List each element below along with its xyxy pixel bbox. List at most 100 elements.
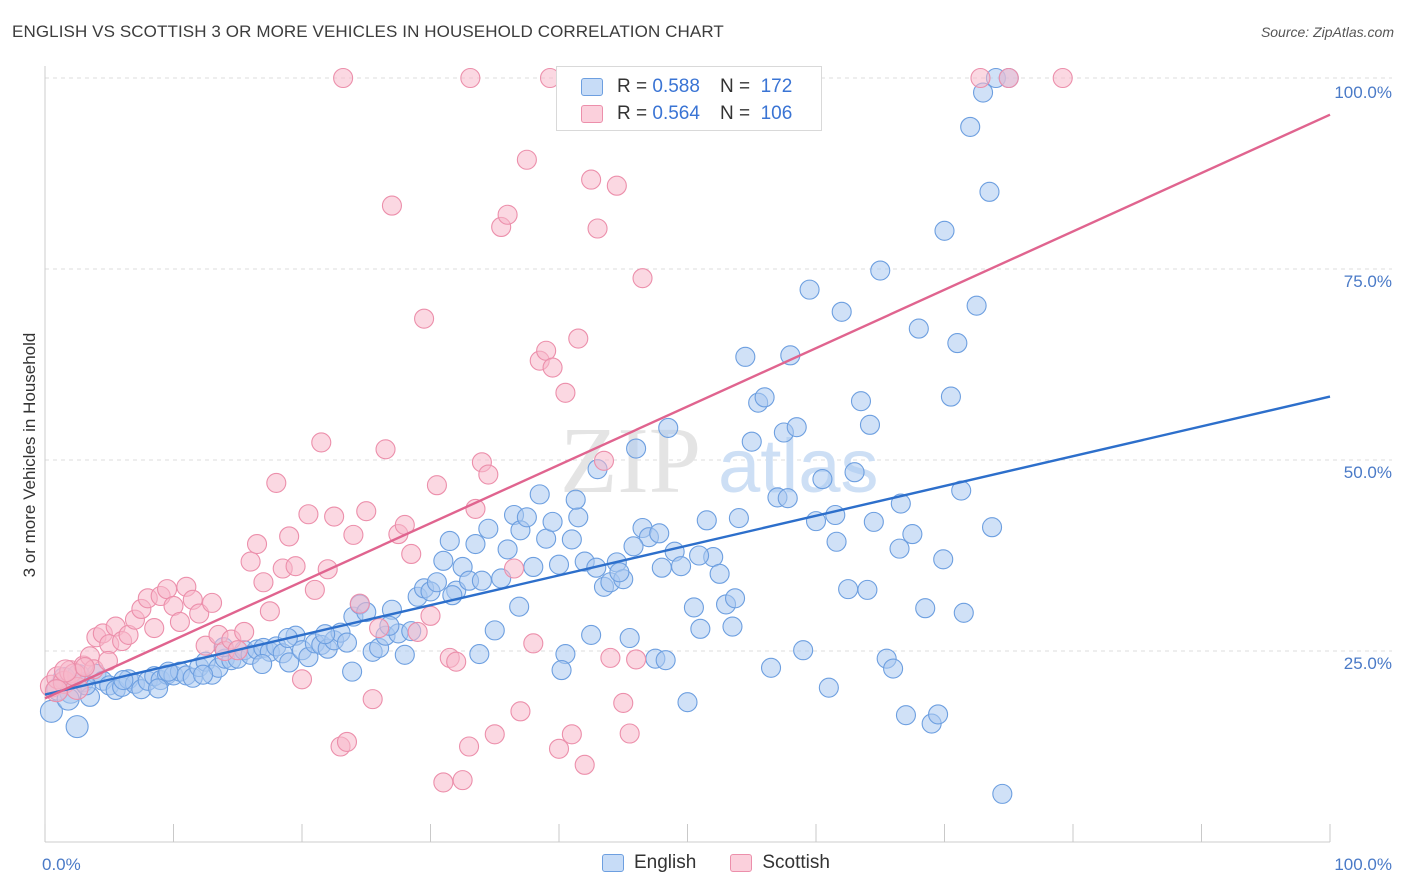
scottish-point[interactable]: [510, 701, 531, 722]
english-point[interactable]: [844, 462, 865, 483]
english-point[interactable]: [548, 554, 570, 575]
english-point[interactable]: [850, 391, 872, 412]
scottish-point[interactable]: [356, 501, 377, 522]
scottish-point[interactable]: [632, 268, 653, 289]
scottish-point[interactable]: [568, 328, 589, 349]
english-point[interactable]: [542, 511, 563, 532]
scottish-point[interactable]: [548, 738, 570, 759]
scottish-point[interactable]: [375, 439, 396, 460]
english-point[interactable]: [471, 570, 492, 591]
english-point[interactable]: [838, 579, 859, 600]
english-point[interactable]: [649, 523, 670, 544]
english-point[interactable]: [724, 588, 746, 609]
scottish-point[interactable]: [202, 592, 223, 613]
english-point[interactable]: [516, 507, 537, 528]
english-point[interactable]: [953, 602, 974, 623]
english-point[interactable]: [65, 715, 89, 739]
english-point[interactable]: [728, 508, 749, 529]
english-point[interactable]: [671, 556, 692, 577]
scottish-point[interactable]: [343, 524, 364, 545]
english-point[interactable]: [831, 301, 852, 322]
english-point[interactable]: [465, 533, 486, 555]
english-point[interactable]: [981, 517, 1003, 538]
english-point[interactable]: [760, 657, 782, 678]
english-point[interactable]: [113, 669, 134, 691]
scottish-point[interactable]: [169, 611, 190, 633]
english-point[interactable]: [655, 650, 676, 671]
scottish-point[interactable]: [555, 382, 576, 403]
english-point[interactable]: [799, 279, 820, 300]
scottish-point[interactable]: [336, 731, 358, 752]
english-point[interactable]: [883, 658, 904, 679]
english-point[interactable]: [890, 493, 911, 514]
scottish-point[interactable]: [998, 67, 1019, 89]
scottish-point[interactable]: [516, 149, 537, 170]
english-point[interactable]: [439, 530, 460, 552]
scottish-point[interactable]: [349, 593, 370, 614]
scottish-point[interactable]: [970, 67, 991, 89]
scottish-point[interactable]: [587, 218, 608, 239]
english-point[interactable]: [568, 507, 589, 528]
english-point[interactable]: [484, 620, 505, 641]
english-point[interactable]: [859, 414, 881, 435]
english-point[interactable]: [658, 417, 679, 438]
scottish-point[interactable]: [240, 551, 261, 572]
english-point[interactable]: [523, 556, 544, 578]
scottish-point[interactable]: [74, 656, 95, 678]
scottish-point[interactable]: [279, 526, 300, 547]
english-point[interactable]: [509, 596, 530, 617]
scottish-point[interactable]: [420, 605, 441, 626]
english-point[interactable]: [342, 661, 363, 682]
scottish-point[interactable]: [298, 504, 319, 525]
english-point[interactable]: [741, 431, 762, 452]
english-point[interactable]: [826, 531, 847, 552]
scottish-point[interactable]: [503, 558, 525, 579]
scottish-point[interactable]: [157, 579, 178, 600]
scottish-point[interactable]: [401, 543, 422, 565]
scottish-point[interactable]: [600, 647, 621, 668]
english-point[interactable]: [709, 563, 730, 584]
english-point[interactable]: [469, 644, 490, 665]
english-point[interactable]: [960, 116, 981, 137]
english-point[interactable]: [696, 510, 717, 531]
scottish-point[interactable]: [574, 754, 595, 775]
scottish-point[interactable]: [324, 506, 345, 527]
english-point[interactable]: [947, 333, 968, 354]
scottish-point[interactable]: [54, 659, 78, 683]
scottish-point[interactable]: [1052, 67, 1073, 89]
english-point[interactable]: [690, 618, 711, 639]
scottish-point[interactable]: [460, 67, 481, 89]
english-point[interactable]: [902, 524, 923, 545]
english-point[interactable]: [561, 529, 582, 550]
english-point[interactable]: [895, 705, 917, 726]
scottish-point[interactable]: [234, 621, 255, 642]
english-point[interactable]: [551, 660, 572, 681]
scottish-point[interactable]: [478, 464, 499, 485]
english-point[interactable]: [683, 597, 704, 618]
english-point[interactable]: [818, 677, 839, 698]
english-point[interactable]: [529, 484, 550, 505]
english-point[interactable]: [279, 652, 300, 673]
scottish-point[interactable]: [458, 736, 480, 757]
scottish-point[interactable]: [626, 649, 647, 670]
english-point[interactable]: [825, 504, 846, 526]
scottish-point[interactable]: [285, 556, 306, 577]
scottish-point[interactable]: [497, 204, 518, 225]
english-point[interactable]: [565, 489, 586, 510]
scottish-point[interactable]: [593, 450, 615, 471]
scottish-point[interactable]: [407, 621, 428, 642]
english-point[interactable]: [966, 295, 987, 316]
scottish-point[interactable]: [333, 67, 354, 89]
scottish-point[interactable]: [369, 618, 390, 639]
english-point[interactable]: [689, 545, 710, 566]
scottish-point[interactable]: [414, 308, 435, 329]
english-point[interactable]: [336, 632, 358, 653]
scottish-point[interactable]: [484, 724, 505, 745]
english-point[interactable]: [193, 664, 214, 685]
english-point[interactable]: [928, 704, 949, 725]
english-point[interactable]: [786, 417, 807, 438]
scottish-point[interactable]: [536, 340, 557, 361]
english-point[interactable]: [623, 536, 644, 557]
scottish-point[interactable]: [446, 651, 467, 672]
english-point[interactable]: [536, 528, 557, 549]
